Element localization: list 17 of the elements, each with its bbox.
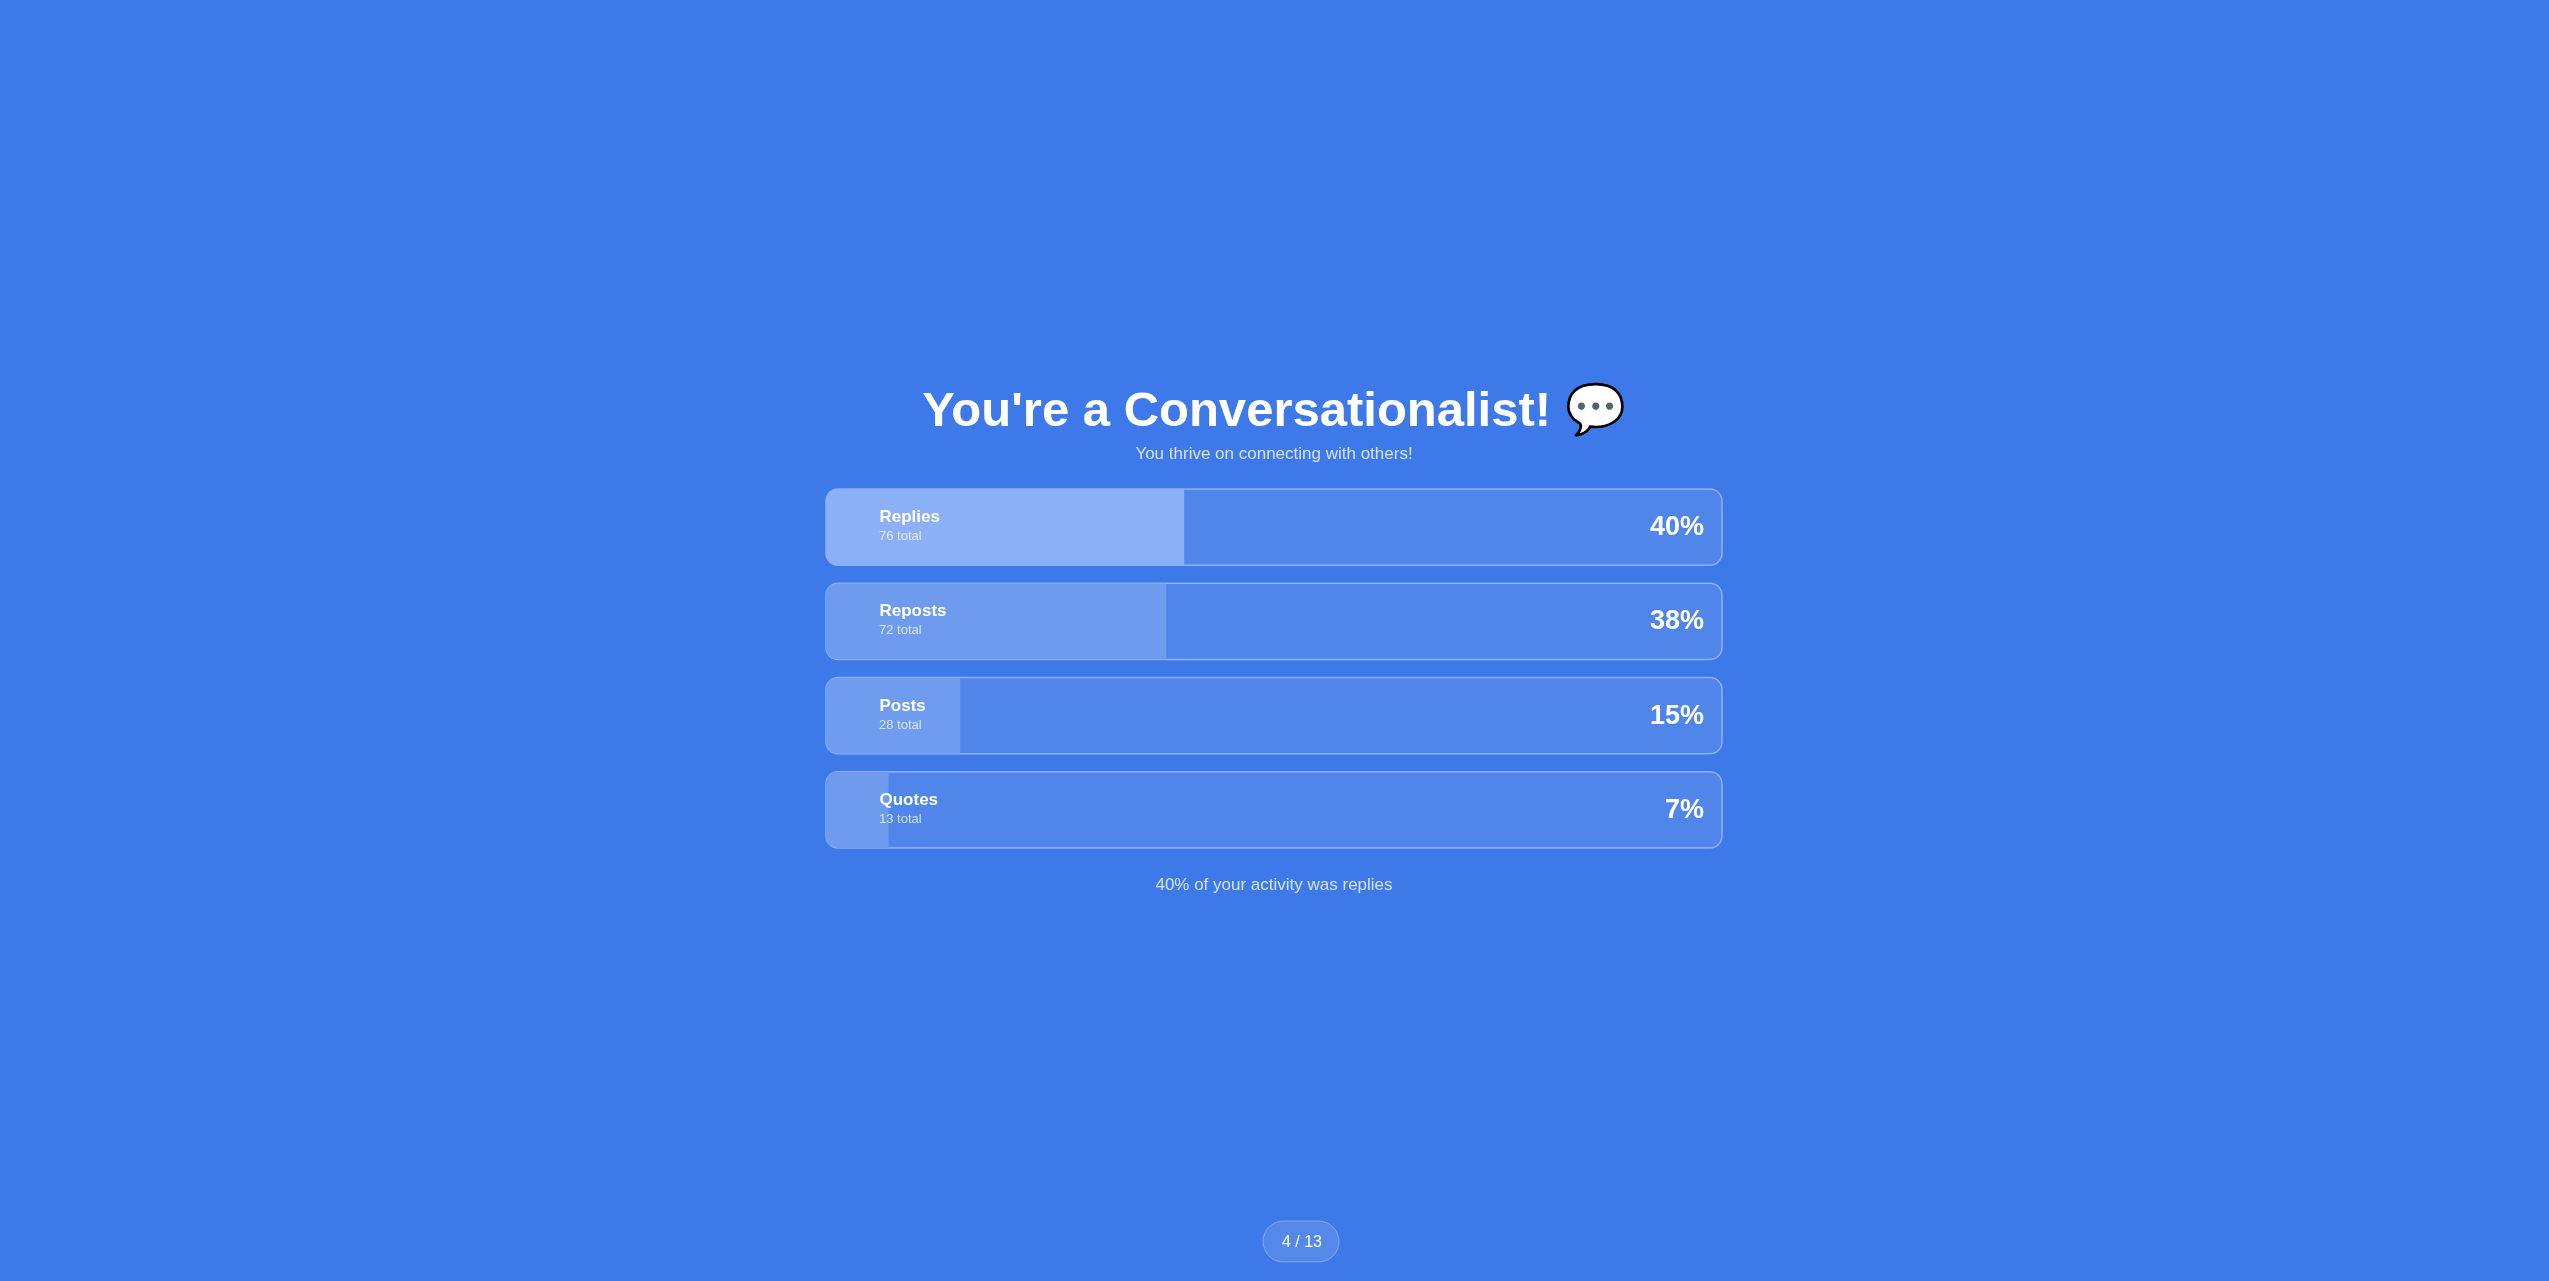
annotation: 28 total xyxy=(879,716,922,732)
text: 40% of your activity was replies xyxy=(1155,875,1393,894)
data-label: 40% xyxy=(1649,511,1704,542)
y-tick-label: Replies xyxy=(879,507,940,527)
data-label: 15% xyxy=(1649,699,1704,730)
chart-title: You're a Conversationalist! 💬 xyxy=(922,381,1626,438)
y-tick-label: Posts xyxy=(879,695,926,715)
bar xyxy=(826,677,961,754)
data-label: 7% xyxy=(1664,793,1704,824)
annotation: 76 total xyxy=(879,528,922,544)
annotation: 72 total xyxy=(879,622,922,638)
y-tick-label: Reposts xyxy=(879,601,947,621)
data-label: 38% xyxy=(1649,605,1704,636)
annotation: 13 total xyxy=(879,810,922,826)
text: 4 / 13 xyxy=(1281,1233,1323,1250)
chart-subtitle: You thrive on connecting with others! xyxy=(1135,444,1413,464)
y-tick-label: Quotes xyxy=(879,789,939,809)
